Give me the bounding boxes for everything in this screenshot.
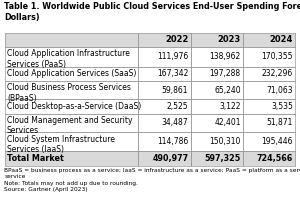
Text: 3,535: 3,535 (271, 102, 293, 111)
Text: 34,487: 34,487 (162, 118, 188, 127)
Bar (243, 81, 296, 100)
Bar (243, 132, 296, 151)
Bar (243, 114, 296, 132)
Bar (4, 114, 138, 132)
Bar (4, 151, 138, 166)
Bar (191, 33, 243, 47)
Bar (243, 100, 296, 114)
Bar (4, 81, 138, 100)
Bar (138, 114, 191, 132)
Bar (4, 67, 138, 81)
Bar (138, 47, 191, 67)
Text: Cloud Application Infrastructure
Services (PaaS): Cloud Application Infrastructure Service… (7, 49, 130, 69)
Bar (191, 67, 243, 81)
Bar (138, 81, 191, 100)
Bar (4, 100, 138, 114)
Text: 3,122: 3,122 (219, 102, 241, 111)
Bar (4, 47, 138, 67)
Bar (138, 132, 191, 151)
Text: 65,240: 65,240 (214, 86, 241, 95)
Bar (243, 33, 296, 47)
Text: 197,288: 197,288 (210, 69, 241, 78)
Text: Table 1. Worldwide Public Cloud Services End-User Spending Forecast (Millions of: Table 1. Worldwide Public Cloud Services… (4, 2, 300, 22)
Bar (191, 114, 243, 132)
Text: 195,446: 195,446 (262, 137, 293, 146)
Text: Total Market: Total Market (7, 154, 64, 163)
Text: BPaaS = business process as a service; IaaS = infrastructure as a service; PaaS : BPaaS = business process as a service; I… (4, 168, 300, 192)
Text: 111,976: 111,976 (157, 52, 188, 61)
Text: 490,977: 490,977 (152, 154, 188, 163)
Text: 597,325: 597,325 (205, 154, 241, 163)
Text: 150,310: 150,310 (209, 137, 241, 146)
Bar (191, 151, 243, 166)
Bar (243, 47, 296, 67)
Text: 138,962: 138,962 (209, 52, 241, 61)
Bar (4, 132, 138, 151)
Bar (191, 47, 243, 67)
Text: 170,355: 170,355 (262, 52, 293, 61)
Text: 2,525: 2,525 (167, 102, 188, 111)
Text: Cloud System Infrastructure
Services (IaaS): Cloud System Infrastructure Services (Ia… (7, 135, 115, 154)
Text: 2024: 2024 (270, 35, 293, 44)
Text: 51,871: 51,871 (267, 118, 293, 127)
Text: 71,063: 71,063 (266, 86, 293, 95)
Text: 232,296: 232,296 (262, 69, 293, 78)
Bar (243, 151, 296, 166)
Bar (4, 33, 138, 47)
Bar (138, 67, 191, 81)
Text: 42,401: 42,401 (214, 118, 241, 127)
Text: 2023: 2023 (218, 35, 241, 44)
Text: 114,786: 114,786 (157, 137, 188, 146)
Text: Cloud Management and Security
Services: Cloud Management and Security Services (7, 116, 132, 135)
Text: 59,861: 59,861 (162, 86, 188, 95)
Text: Cloud Application Services (SaaS): Cloud Application Services (SaaS) (7, 69, 136, 78)
Bar (243, 67, 296, 81)
Bar (191, 132, 243, 151)
Bar (191, 81, 243, 100)
Text: 167,342: 167,342 (157, 69, 188, 78)
Bar (138, 151, 191, 166)
Bar (191, 100, 243, 114)
Text: 724,566: 724,566 (257, 154, 293, 163)
Bar (138, 100, 191, 114)
Text: 2022: 2022 (165, 35, 188, 44)
Text: Cloud Desktop-as-a-Service (DaaS): Cloud Desktop-as-a-Service (DaaS) (7, 102, 141, 111)
Text: Cloud Business Process Services
(BPaaS): Cloud Business Process Services (BPaaS) (7, 83, 131, 103)
Bar (138, 33, 191, 47)
